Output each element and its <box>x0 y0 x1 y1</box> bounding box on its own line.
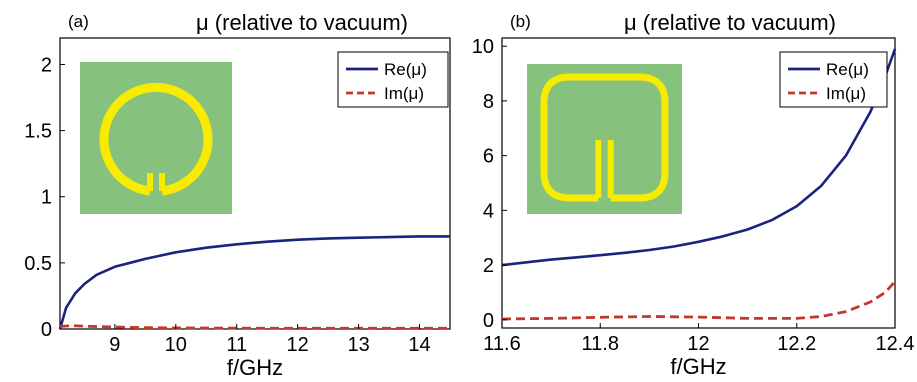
x-tick-label: 14 <box>408 334 430 356</box>
ring-icon <box>99 82 213 196</box>
chart-panel-2: 11.6 11.8 12 12.2 12.4 0 2 4 6 8 10 μ (relative to … <box>472 10 915 379</box>
x-tick-label: 13 <box>347 334 369 356</box>
y-tick-label: 8 <box>483 91 494 113</box>
square-ring-icon <box>540 73 669 202</box>
y-tick-label: 2 <box>41 54 52 76</box>
y-tick-label: 2 <box>483 255 494 277</box>
x-tick-label: 12 <box>687 333 709 355</box>
y-tick-label: 10 <box>472 36 494 58</box>
chart-title: μ (relative to vacuum) <box>196 10 408 35</box>
chart-panel-1: 9 10 11 12 13 14 0 0.5 1 1.5 2 μ (relative to vacuu… <box>24 10 451 380</box>
legend-box <box>337 51 449 108</box>
x-tick-label: 9 <box>109 334 120 356</box>
chart-title: μ (relative to vacuum) <box>624 10 836 35</box>
x-tick-label: 12.2 <box>777 333 816 355</box>
x-tick-label: 11.8 <box>582 333 619 355</box>
y-tick-label: 0 <box>483 310 494 332</box>
y-tick-label: 0 <box>41 319 52 341</box>
legend-label: Im(μ) <box>826 84 866 103</box>
panel-label: (b) <box>510 12 531 31</box>
y-tick-label: 4 <box>483 200 494 222</box>
x-tick-label: 10 <box>165 334 187 356</box>
panel-label: (a) <box>68 12 89 31</box>
x-tick-label: 11 <box>226 334 247 356</box>
y-tick-label: 6 <box>483 146 494 168</box>
x-tick-label: 12.4 <box>876 333 915 355</box>
y-tick-label: 0.5 <box>24 253 52 275</box>
x-tick-label: 11.6 <box>483 333 520 355</box>
legend-label: Re(μ) <box>384 60 427 79</box>
legend-label: Im(μ) <box>384 84 424 103</box>
series-line-re-mu <box>501 48 897 267</box>
x-axis-label: f/GHz <box>227 355 283 380</box>
y-tick-label: 1.5 <box>24 121 52 143</box>
legend-label: Re(μ) <box>826 60 869 79</box>
x-axis-label: f/GHz <box>670 354 726 379</box>
series-line-im-mu <box>501 280 897 321</box>
legend-box <box>779 51 888 108</box>
series-line-re-mu <box>58 235 450 330</box>
x-tick-label: 12 <box>287 334 309 356</box>
y-tick-label: 1 <box>41 187 52 209</box>
